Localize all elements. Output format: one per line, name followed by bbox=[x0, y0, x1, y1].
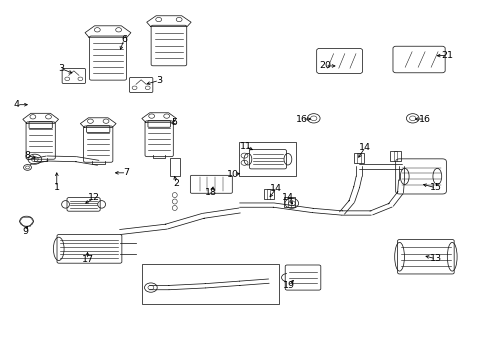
Text: 20: 20 bbox=[318, 62, 330, 71]
Bar bbox=[238, 142, 296, 176]
Text: 14: 14 bbox=[282, 193, 294, 202]
Bar bbox=[389, 150, 400, 161]
Text: 14: 14 bbox=[358, 143, 370, 152]
Text: 19: 19 bbox=[283, 280, 295, 289]
Text: 14: 14 bbox=[269, 184, 281, 193]
Text: 16: 16 bbox=[295, 114, 307, 123]
Text: 3: 3 bbox=[59, 64, 64, 73]
Text: 12: 12 bbox=[88, 193, 100, 202]
Text: 17: 17 bbox=[81, 255, 93, 264]
Bar bbox=[284, 197, 295, 207]
Text: 18: 18 bbox=[205, 188, 217, 197]
Text: 8: 8 bbox=[24, 151, 30, 160]
Bar bbox=[263, 189, 274, 199]
Text: 9: 9 bbox=[22, 227, 28, 236]
Bar bbox=[353, 153, 364, 163]
Text: 13: 13 bbox=[429, 255, 441, 264]
Text: 15: 15 bbox=[429, 183, 441, 192]
Bar bbox=[169, 158, 179, 176]
Text: 7: 7 bbox=[123, 168, 129, 177]
Text: 16: 16 bbox=[418, 114, 430, 123]
Text: 2: 2 bbox=[173, 179, 179, 188]
Text: 3: 3 bbox=[156, 76, 162, 85]
Text: 1: 1 bbox=[54, 183, 60, 192]
Text: 5: 5 bbox=[171, 118, 177, 127]
Bar bbox=[142, 264, 278, 304]
Text: 21: 21 bbox=[441, 51, 452, 60]
Text: 11: 11 bbox=[239, 142, 251, 151]
Text: 10: 10 bbox=[227, 170, 239, 179]
Text: 6: 6 bbox=[121, 35, 127, 44]
Text: 4: 4 bbox=[14, 100, 20, 109]
